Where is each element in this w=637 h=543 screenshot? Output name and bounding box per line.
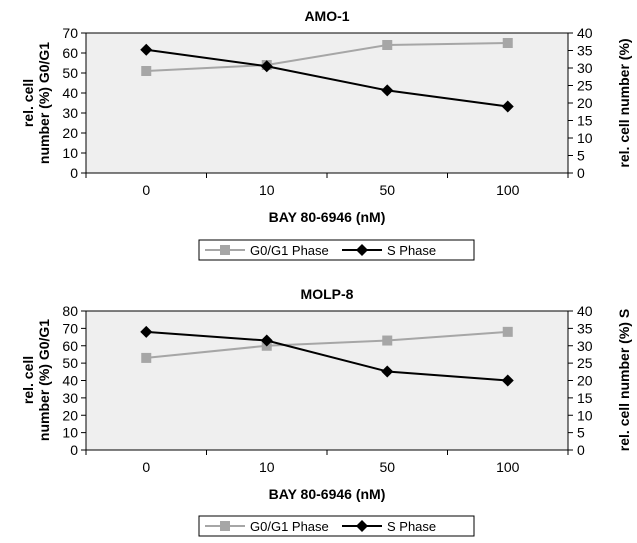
legend: G0/G1 Phase S Phase: [198, 239, 475, 261]
y-right-tick-label: 20: [577, 95, 593, 111]
y-left-tick-label: 80: [62, 303, 78, 319]
y-right-tick-label: 10: [577, 130, 593, 146]
data-point-g0-g1-phase: [141, 66, 152, 76]
y-left-tick-label: 10: [62, 145, 78, 161]
x-tick-label: 50: [379, 459, 395, 475]
y-right-tick-label: 30: [577, 60, 593, 76]
y-axis-left-label-line1: rel. cell: [20, 356, 36, 404]
x-tick-label: 100: [496, 459, 520, 475]
y-left-tick-label: 20: [62, 125, 78, 141]
y-right-tick-label: 15: [577, 113, 593, 129]
data-point-g0-g1-phase: [502, 38, 513, 48]
y-left-tick-label: 50: [62, 65, 78, 81]
chart-panel-molp-8: MOLP-8 BAY 80-6946 (nM) rel. cell number…: [20, 286, 632, 537]
data-point-g0-g1-phase: [141, 352, 152, 363]
y-right-tick-label: 25: [577, 78, 593, 94]
series-line-s-phase: [146, 48, 508, 108]
data-point-g0-g1-phase: [382, 335, 393, 346]
y-right-tick-label: 5: [577, 148, 585, 164]
legend-box: [198, 515, 475, 537]
y-right-tick-label: 0: [577, 442, 585, 458]
x-axis-label: BAY 80-6946 (nM): [269, 486, 386, 502]
data-point-s-phase: [260, 334, 273, 347]
legend-label-s: S Phase: [387, 243, 436, 258]
data-point-s-phase: [501, 100, 514, 113]
y-axis-right-label: rel. cell number (%) S: [616, 309, 632, 451]
y-axis-left-label-line2: number (%) G0/G1: [36, 42, 52, 164]
y-left-tick-label: 0: [70, 165, 78, 181]
x-tick-label: 10: [259, 459, 275, 475]
y-left-tick-label: 30: [62, 105, 78, 121]
y-left-tick-label: 20: [62, 407, 78, 423]
x-axis-label: BAY 80-6946 (nM): [269, 209, 386, 225]
legend-box: [198, 239, 475, 261]
y-right-tick-label: 15: [577, 390, 593, 406]
legend-label-s: S Phase: [387, 519, 436, 534]
y-right-tick-label: 40: [577, 303, 593, 319]
y-left-tick-label: 30: [62, 390, 78, 406]
chart-title: AMO-1: [304, 8, 349, 24]
series-line-g0-g1-phase: [146, 330, 508, 359]
y-right-tick-label: 25: [577, 355, 593, 371]
y-right-tick-label: 0: [577, 165, 585, 181]
chart-panel-amo-1: AMO-1 BAY 80-6946 (nM) rel. cell number …: [20, 8, 632, 261]
y-axis-left-label-line2: number (%) G0/G1: [36, 319, 52, 441]
y-right-tick-label: 35: [577, 320, 593, 336]
y-left-tick-label: 40: [62, 373, 78, 389]
series-line-s-phase: [146, 330, 508, 382]
legend: G0/G1 Phase S Phase: [198, 515, 475, 537]
y-left-tick-label: 70: [62, 320, 78, 336]
legend-label-g0g1: G0/G1 Phase: [250, 519, 329, 534]
legend-g0g1-marker: [220, 521, 230, 531]
y-right-tick-label: 5: [577, 425, 585, 441]
y-right-tick-label: 10: [577, 407, 593, 423]
y-left-tick-label: 0: [70, 442, 78, 458]
y-right-tick-label: 30: [577, 338, 593, 354]
legend-s-marker: [356, 520, 368, 532]
x-tick-label: 50: [379, 182, 395, 198]
x-tick-label: 0: [142, 182, 150, 198]
y-right-tick-label: 40: [577, 25, 593, 41]
data-point-s-phase: [260, 60, 273, 73]
x-tick-label: 10: [259, 182, 275, 198]
y-axis-right-label: rel. cell number (%): [616, 38, 632, 167]
x-tick-label: 0: [142, 459, 150, 475]
x-tick-label: 100: [496, 182, 520, 198]
series-line-g0-g1-phase: [146, 42, 508, 72]
y-left-tick-label: 60: [62, 45, 78, 61]
y-right-tick-label: 20: [577, 373, 593, 389]
y-right-tick-label: 35: [577, 43, 593, 59]
legend-s-marker: [356, 244, 368, 256]
y-left-tick-label: 50: [62, 355, 78, 371]
data-point-s-phase: [501, 374, 514, 387]
data-point-s-phase: [140, 43, 153, 56]
data-point-g0-g1-phase: [382, 40, 393, 50]
chart-title: MOLP-8: [301, 286, 354, 302]
data-point-s-phase: [140, 325, 153, 338]
y-left-tick-label: 60: [62, 338, 78, 354]
data-point-s-phase: [381, 84, 394, 97]
data-point-s-phase: [381, 365, 394, 378]
legend-g0g1-marker: [220, 245, 230, 255]
y-left-tick-label: 10: [62, 425, 78, 441]
y-left-tick-label: 70: [62, 25, 78, 41]
data-point-g0-g1-phase: [502, 326, 513, 337]
y-left-tick-label: 40: [62, 85, 78, 101]
legend-label-g0g1: G0/G1 Phase: [250, 243, 329, 258]
y-axis-left-label-line1: rel. cell: [20, 79, 36, 127]
